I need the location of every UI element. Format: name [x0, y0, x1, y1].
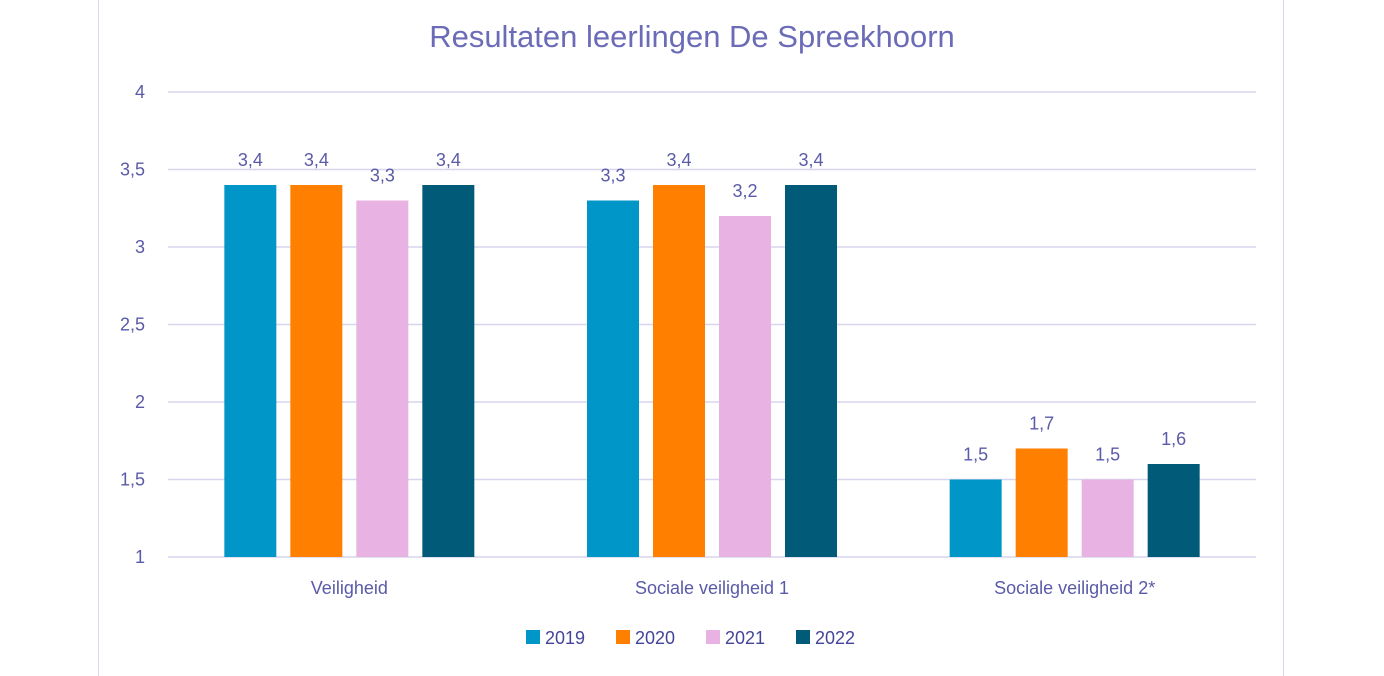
data-label: 3,4: [436, 150, 461, 170]
y-tick-label: 3: [135, 237, 145, 257]
data-label: 3,4: [238, 150, 263, 170]
y-tick-label: 1,5: [120, 470, 145, 490]
y-tick-label: 2,5: [120, 315, 145, 335]
bar-2022-1: [422, 185, 475, 557]
bar-2021-1: [356, 200, 409, 557]
data-labels: 3,4 3,4 3,3 3,4 3,3 3,4 3,2 3,4 1,5 1,7 1,5 1,6: [238, 150, 1186, 465]
legend-label: 2020: [635, 628, 675, 648]
bar-2020-3: [1015, 448, 1068, 557]
data-label: 3,4: [304, 150, 329, 170]
bar-2020-2: [653, 185, 705, 557]
chart-frame: [98, 0, 1284, 676]
x-axis-category-labels: Veiligheid Sociale veiligheid 1 Sociale ve…: [311, 578, 1155, 598]
data-label: 3,4: [798, 150, 823, 170]
bars: [224, 185, 1200, 557]
legend-swatch-2020: [616, 630, 630, 644]
legend-label: 2019: [545, 628, 585, 648]
bar-2019-3: [949, 479, 1002, 557]
y-tick-label: 2: [135, 392, 145, 412]
x-category-label: Sociale veiligheid 1: [635, 578, 789, 598]
legend-swatch-2019: [526, 630, 540, 644]
legend: 2019 2020 2021 2022: [526, 628, 855, 648]
x-category-label: Veiligheid: [311, 578, 388, 598]
bar-2019-1: [224, 185, 277, 557]
y-tick-label: 1: [135, 547, 145, 567]
y-tick-label: 3,5: [120, 160, 145, 180]
data-label: 3,3: [600, 166, 625, 186]
bar-2021-3: [1081, 479, 1134, 557]
data-label: 1,5: [1095, 445, 1120, 465]
data-label: 1,7: [1029, 414, 1054, 434]
bar-2019-2: [587, 200, 639, 557]
data-label: 3,4: [666, 150, 691, 170]
bar-2022-3: [1147, 464, 1200, 557]
bar-2020-1: [290, 185, 343, 557]
chart-title: Resultaten leerlingen De Spreekhoorn: [429, 19, 955, 54]
data-label: 1,5: [963, 445, 988, 465]
legend-swatch-2022: [796, 630, 810, 644]
y-tick-label: 4: [135, 82, 145, 102]
data-label: 3,3: [370, 166, 395, 186]
legend-swatch-2021: [706, 630, 720, 644]
bar-2022-2: [785, 185, 837, 557]
x-category-label: Sociale veiligheid 2*: [994, 578, 1155, 598]
bar-2021-2: [719, 216, 771, 557]
y-axis-tick-labels: 1 1,5 2 2,5 3 3,5 4: [120, 82, 145, 567]
legend-label: 2022: [815, 628, 855, 648]
legend-label: 2021: [725, 628, 765, 648]
gridlines: [168, 91, 1256, 558]
data-label: 1,6: [1161, 429, 1186, 449]
data-label: 3,2: [732, 181, 757, 201]
